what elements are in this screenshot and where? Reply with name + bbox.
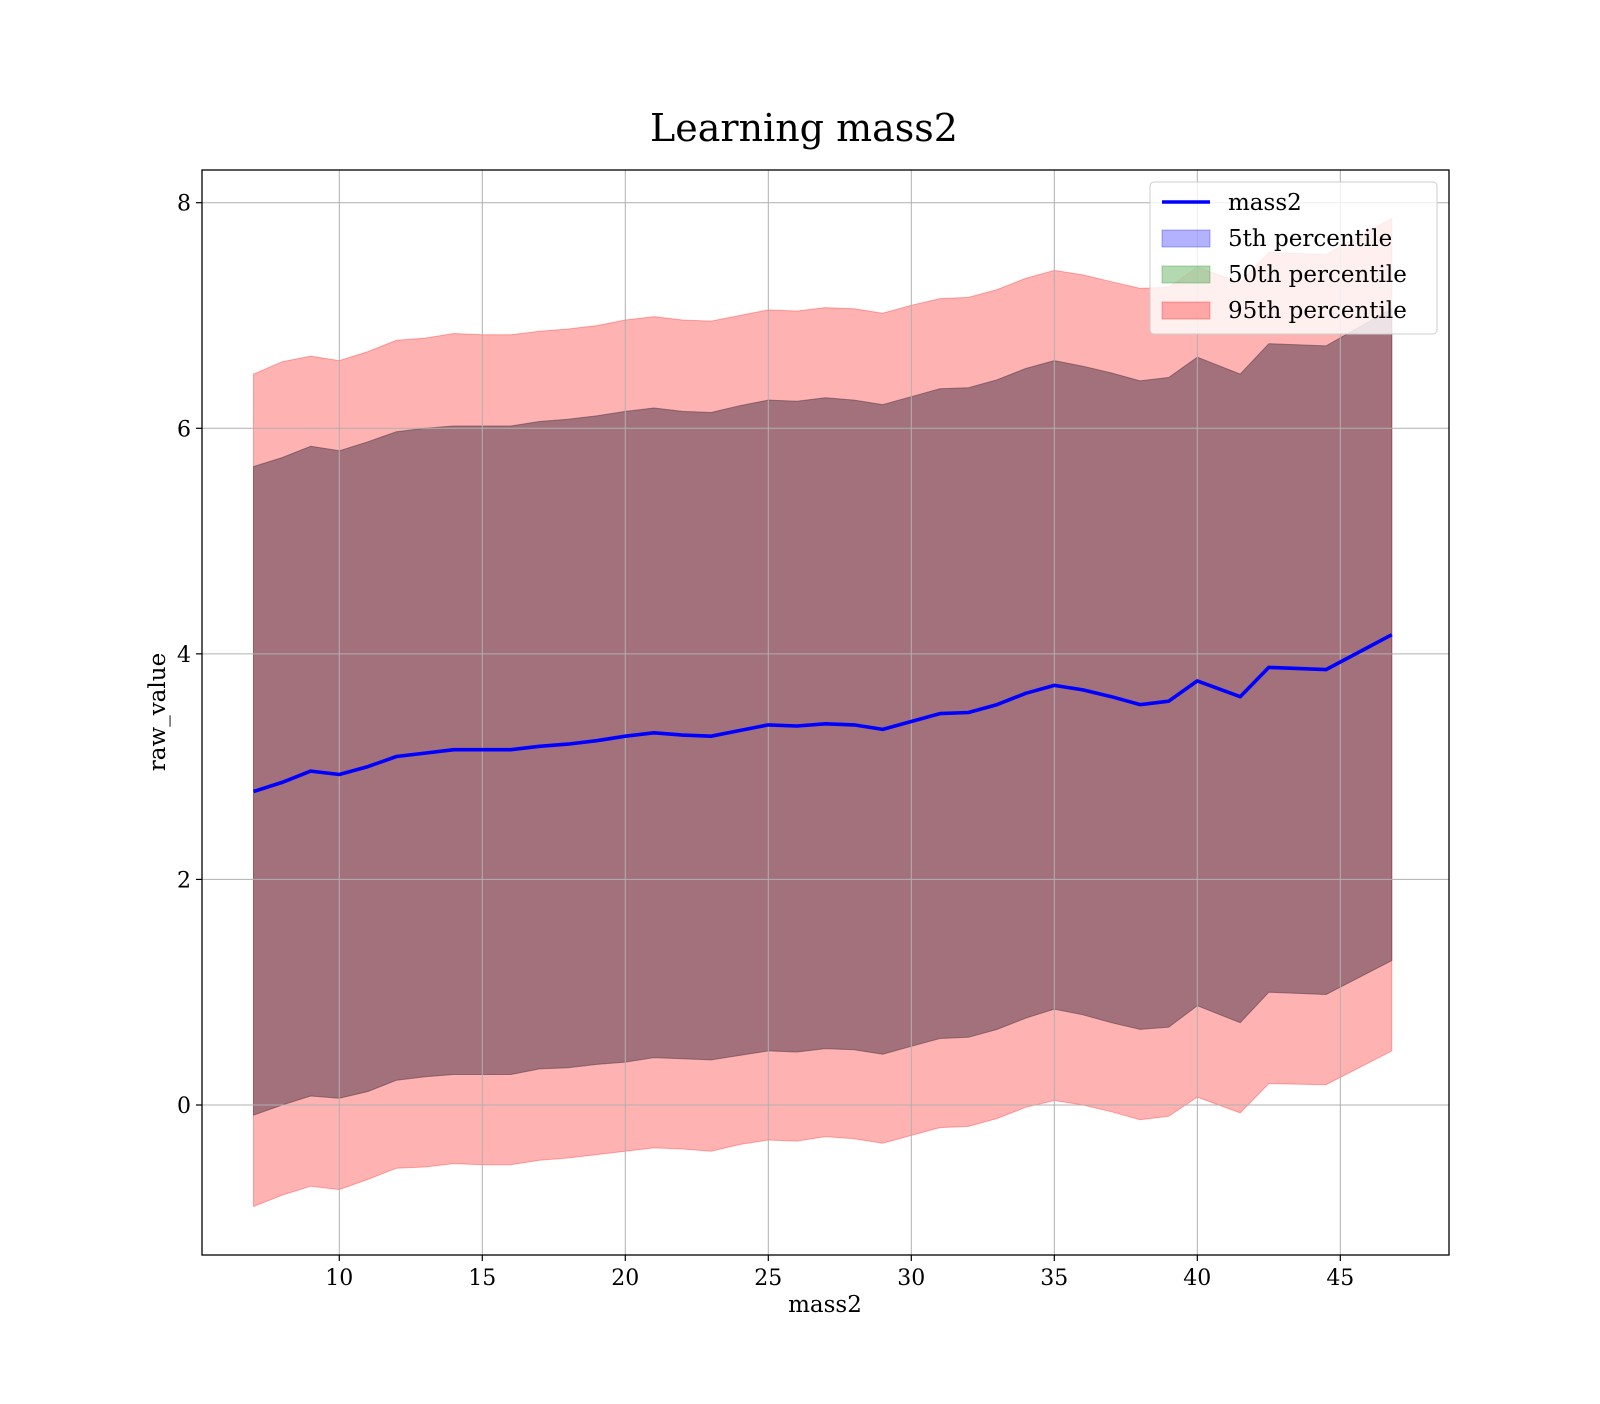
- x-tick-label: 25: [754, 1266, 782, 1291]
- chart-title: Learning mass2: [650, 106, 958, 150]
- legend-label-50th-percentile: 50th percentile: [1228, 262, 1407, 288]
- y-axis-ticks: 0 2 4 6 8: [177, 192, 202, 1119]
- y-tick-label: 0: [177, 1094, 191, 1119]
- legend-label-95th-percentile: 95th percentile: [1228, 298, 1407, 324]
- plot-frame: [201, 169, 1450, 1256]
- x-tick-label: 15: [468, 1266, 496, 1291]
- x-tick-label: 30: [897, 1266, 925, 1291]
- legend-box: [1149, 181, 1438, 335]
- x-tick-label: 45: [1326, 1266, 1354, 1291]
- x-tick-label: 35: [1040, 1266, 1068, 1291]
- x-axis-ticks: 10 15 20 25 30 35 40 45: [325, 1255, 1354, 1291]
- x-tick-label: 10: [325, 1266, 353, 1291]
- band-50th-percentile: [253, 307, 1393, 1116]
- band-95th-percentile: [253, 217, 1393, 1208]
- y-tick-label: 6: [177, 417, 191, 442]
- y-axis-label: raw_value: [145, 653, 171, 771]
- line-layer: [252, 633, 1393, 794]
- bands-layer: [253, 217, 1393, 1208]
- legend-swatch-5th-percentile: [1161, 229, 1211, 248]
- y-tick-label: 2: [177, 868, 191, 893]
- legend: mass2 5th percentile 50th percentile 95th p…: [1149, 181, 1438, 335]
- x-tick-label: 40: [1183, 1266, 1211, 1291]
- legend-label-5th-percentile: 5th percentile: [1228, 226, 1392, 252]
- series-line-mass2: [252, 633, 1393, 794]
- legend-swatch-95th-percentile: [1161, 301, 1211, 320]
- x-tick-label: 20: [611, 1266, 639, 1291]
- legend-swatch-50th-percentile: [1161, 265, 1211, 284]
- band-5th-percentile: [253, 307, 1393, 1116]
- y-tick-label: 8: [177, 192, 191, 217]
- y-tick-label: 4: [177, 643, 191, 668]
- x-axis-label: mass2: [788, 1292, 862, 1318]
- grid-layer: [202, 170, 1449, 1255]
- legend-label-mass2: mass2: [1228, 190, 1302, 216]
